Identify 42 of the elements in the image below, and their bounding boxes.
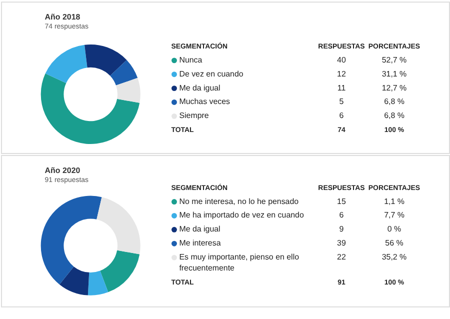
data-label: 39 <box>337 238 346 248</box>
data-label: 12 <box>337 69 346 78</box>
text: 0 % <box>387 224 402 234</box>
legend-label: Es muy importante, pienso en ello frecuentemente <box>179 252 300 272</box>
text: 1,1 % <box>384 196 404 206</box>
donut-slice <box>100 250 140 292</box>
legend-label: De vez en cuando <box>179 69 244 78</box>
donut-slice <box>40 74 140 144</box>
legend-label: Nunca <box>179 55 203 64</box>
donut-slice <box>116 78 140 103</box>
legend-label: Siempre <box>179 111 210 120</box>
donut-slice <box>88 270 108 296</box>
data-label: 11 <box>337 83 346 92</box>
legend-label: Me ha importado de vez en cuando <box>179 210 304 220</box>
text: 6,8 % <box>384 97 404 106</box>
legend-label: Me interesa <box>179 238 222 248</box>
data-label: 22 <box>337 252 346 262</box>
chart-title: Año 2018 <box>44 12 81 22</box>
legend-label: No me interesa, no lo he pensado <box>179 196 300 206</box>
text: 52,7 % <box>382 55 407 64</box>
data-label: 15 <box>337 196 346 206</box>
text: 56 % <box>385 238 404 248</box>
legend-label: Muchas veces <box>179 97 230 106</box>
text: 12,7 % <box>382 83 407 92</box>
data-label: 6 <box>339 111 344 120</box>
data-label: 5 <box>339 97 344 106</box>
text: 31,1 % <box>382 69 407 78</box>
data-label: 9 <box>339 224 344 234</box>
text: 35,2 % <box>382 252 407 262</box>
text: 7,7 % <box>384 210 404 220</box>
text: 6,8 % <box>384 111 404 120</box>
donut-slice <box>59 266 90 296</box>
data-label: 40 <box>337 55 346 64</box>
legend-label: Me da igual <box>179 83 221 92</box>
donut-slice <box>96 197 140 254</box>
data-label: 6 <box>339 210 344 220</box>
donut-slice <box>45 44 88 84</box>
donut-slice <box>84 44 127 76</box>
donut-slice <box>110 60 138 86</box>
donut-slice <box>40 196 102 284</box>
legend-label: Me da igual <box>179 224 221 234</box>
chart-title: Año 2020 <box>44 166 81 175</box>
